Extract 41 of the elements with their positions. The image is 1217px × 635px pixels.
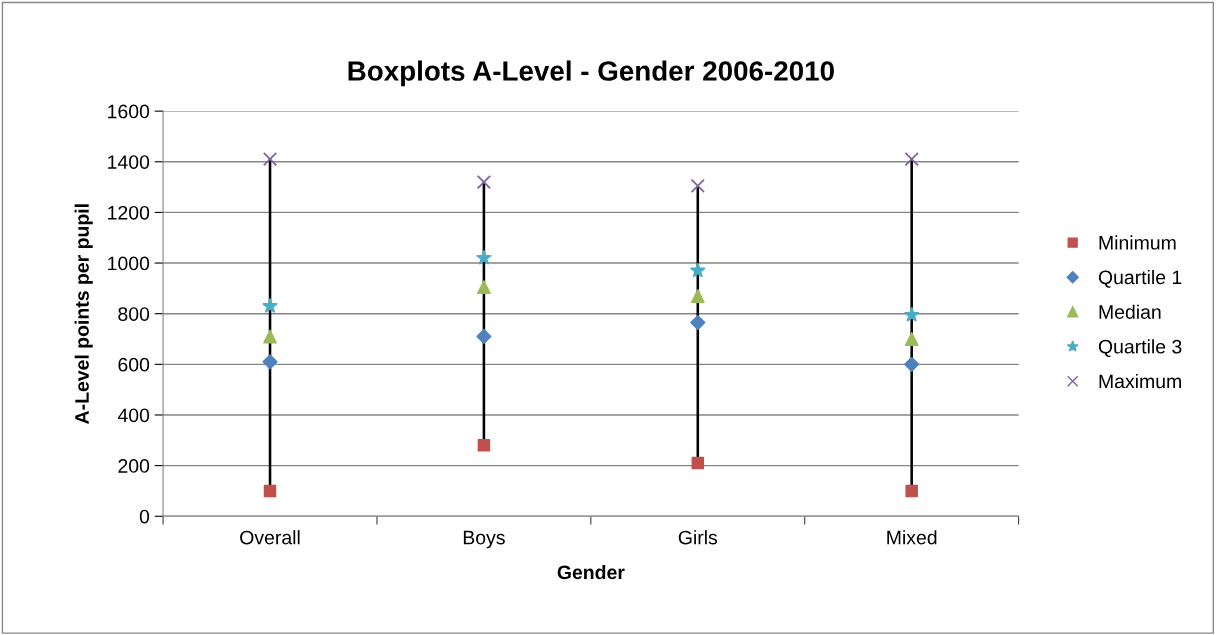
legend-label: Median — [1099, 304, 1161, 319]
point — [904, 356, 920, 372]
legend-label: Quartile 1 — [1098, 269, 1182, 288]
point — [476, 280, 491, 295]
point — [904, 152, 919, 167]
x-tick-label: Mixed — [887, 530, 937, 545]
point — [262, 354, 278, 370]
point — [690, 178, 705, 193]
y-tick-label: 800 — [118, 307, 150, 321]
point — [263, 484, 277, 498]
x-tick-label: Overall — [240, 530, 300, 545]
point — [476, 250, 492, 265]
point — [262, 152, 278, 167]
y-axis-title: A-Level points per pupil — [74, 204, 93, 424]
point — [262, 298, 278, 313]
y-tick-label: 0 — [139, 509, 150, 524]
y-tick-label: 200 — [118, 459, 150, 473]
y-tick-label: 1600 — [108, 104, 150, 119]
chart-title: Boxplots A-Level - Gender 2006-2010 — [348, 60, 834, 87]
legend-label: Minimum — [1099, 235, 1176, 250]
y-tick-label: 1200 — [108, 205, 150, 220]
point — [263, 329, 277, 344]
point — [690, 262, 706, 278]
legend-label: Maximum — [1099, 373, 1181, 389]
y-tick-label: 1400 — [108, 155, 150, 169]
x-tick-label: Boys — [463, 530, 505, 549]
point — [691, 456, 705, 470]
point — [476, 174, 492, 190]
x-axis-title: Gender — [557, 564, 625, 580]
y-tick-label: 600 — [118, 357, 150, 372]
legend-label: Quartile 3 — [1098, 339, 1182, 358]
point — [904, 332, 919, 346]
point — [477, 439, 491, 452]
point — [690, 289, 705, 303]
point — [690, 314, 706, 331]
y-tick-label: 1000 — [108, 256, 150, 271]
point — [904, 307, 920, 322]
x-tick-label: Girls — [678, 530, 718, 545]
point — [476, 328, 492, 345]
y-tick-label: 400 — [117, 408, 150, 423]
point — [905, 484, 918, 498]
